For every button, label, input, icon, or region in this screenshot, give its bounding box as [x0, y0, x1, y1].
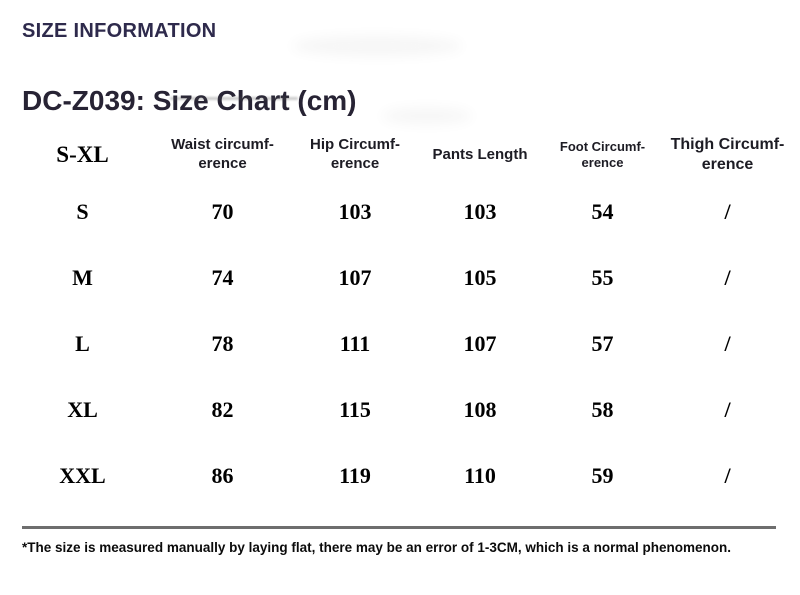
foot-value-cell: 59 — [591, 463, 614, 488]
table-row: S 70 103 103 54 / — [15, 179, 795, 245]
table-row: XXL 86 119 110 59 / — [15, 443, 795, 509]
pants-length-cell: 103 — [463, 199, 497, 224]
size-label-cell: M — [72, 265, 93, 290]
page-title: SIZE INFORMATION — [22, 20, 217, 42]
hip-value-cell: 103 — [338, 199, 372, 224]
pants-length-cell: 105 — [463, 265, 497, 290]
column-header-size-range: S-XL — [56, 141, 109, 167]
size-label-cell: L — [75, 331, 90, 356]
foot-value-cell: 54 — [591, 199, 614, 224]
table-header-row: S-XL Waist circumf- erence Hip Circumf- … — [15, 131, 795, 179]
table-body: S 70 103 103 54 / M 74 107 105 55 / L 78… — [15, 179, 795, 509]
size-chart-table: S-XL Waist circumf- erence Hip Circumf- … — [15, 131, 795, 509]
column-header-thigh: Thigh Circumf- erence — [670, 136, 785, 173]
table-row: XL 82 115 108 58 / — [15, 377, 795, 443]
pants-length-cell: 110 — [464, 463, 496, 488]
thigh-value-cell: / — [724, 463, 731, 488]
thigh-value-cell: / — [724, 397, 731, 422]
size-label-cell: S — [76, 199, 89, 224]
hip-value-cell: 111 — [339, 331, 371, 356]
footer-divider — [22, 526, 776, 529]
waist-value-cell: 70 — [211, 199, 234, 224]
pants-length-cell: 107 — [463, 331, 497, 356]
size-chart-title: DC-Z039: Size Chart (cm) — [22, 85, 357, 116]
foot-value-cell: 57 — [591, 331, 614, 356]
hip-value-cell: 107 — [338, 265, 372, 290]
hip-value-cell: 119 — [339, 463, 371, 488]
thigh-value-cell: / — [724, 331, 731, 356]
measurement-disclaimer: *The size is measured manually by laying… — [22, 540, 731, 555]
size-information-page: { "page": { "section_title": "SIZE INFOR… — [0, 20, 800, 595]
table-row: M 74 107 105 55 / — [15, 245, 795, 311]
thigh-value-cell: / — [724, 265, 731, 290]
waist-value-cell: 78 — [211, 331, 234, 356]
waist-value-cell: 82 — [211, 397, 234, 422]
thigh-value-cell: / — [724, 199, 731, 224]
size-label-cell: XL — [67, 397, 98, 422]
pants-length-cell: 108 — [463, 397, 497, 422]
hip-value-cell: 115 — [339, 397, 371, 422]
foot-value-cell: 58 — [591, 397, 614, 422]
column-header-foot: Foot Circumf- erence — [559, 138, 646, 170]
column-header-hip: Hip Circumf- erence — [310, 136, 400, 172]
column-header-pants-length: Pants Length — [432, 145, 528, 163]
table-header: S-XL Waist circumf- erence Hip Circumf- … — [15, 131, 795, 179]
foot-value-cell: 55 — [591, 265, 614, 290]
waist-value-cell: 86 — [211, 463, 234, 488]
waist-value-cell: 74 — [211, 265, 234, 290]
table-row: L 78 111 107 57 / — [15, 311, 795, 377]
column-header-waist: Waist circumf- erence — [171, 136, 274, 172]
size-label-cell: XXL — [59, 463, 106, 488]
